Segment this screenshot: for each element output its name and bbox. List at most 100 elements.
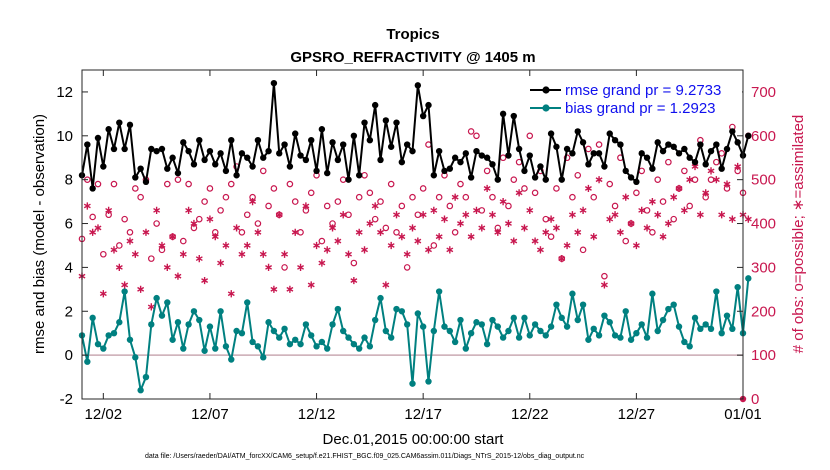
obs-assimilated-point xyxy=(499,198,507,206)
rmse-point xyxy=(148,145,155,153)
obs-possible-point xyxy=(163,180,171,188)
x-tick-label: 12/27 xyxy=(618,406,656,423)
rmse-point xyxy=(174,169,182,177)
rmse-point xyxy=(734,139,741,146)
obs-possible-point xyxy=(147,255,155,262)
obs-assimilated-point xyxy=(494,228,502,236)
rmse-point xyxy=(451,154,459,161)
legend-rmse-marker xyxy=(542,86,550,94)
bias-point xyxy=(627,336,635,343)
rmse-point xyxy=(627,174,635,181)
obs-markers xyxy=(78,123,752,403)
rmse-point xyxy=(675,150,683,157)
obs-possible-point xyxy=(633,189,640,197)
y2-tick-label: 0 xyxy=(751,391,759,408)
rmse-point xyxy=(313,167,320,175)
obs-possible-point xyxy=(195,215,203,223)
rmse-point xyxy=(643,154,651,161)
bias-point xyxy=(654,327,661,335)
rmse-point xyxy=(212,161,219,168)
rmse-point xyxy=(350,132,358,139)
obs-possible-point xyxy=(110,180,118,188)
rmse-point xyxy=(654,139,661,146)
bias-point xyxy=(174,319,182,326)
rmse-point xyxy=(670,143,677,150)
obs-possible-point xyxy=(409,193,416,201)
obs-possible-point xyxy=(547,233,555,240)
obs-assimilated-point xyxy=(622,193,630,201)
bias-point xyxy=(254,343,262,350)
obs-possible-point xyxy=(334,198,342,205)
rmse-point xyxy=(180,139,187,146)
bias-point xyxy=(670,301,677,308)
obs-assimilated-point xyxy=(398,233,406,241)
rmse-point xyxy=(713,141,720,148)
rmse-point xyxy=(425,101,432,109)
bias-point xyxy=(595,332,603,339)
obs-assimilated-point xyxy=(313,241,321,250)
obs-assimilated-point xyxy=(259,250,267,258)
obs-assimilated-point xyxy=(291,228,299,236)
bias-point xyxy=(691,314,699,322)
bias-point xyxy=(398,308,406,315)
rmse-point xyxy=(393,119,400,126)
bias-point xyxy=(569,290,576,297)
bias-point xyxy=(686,343,693,350)
bias-point xyxy=(206,323,214,330)
obs-possible-point xyxy=(217,207,224,214)
rmse-point xyxy=(366,136,374,144)
obs-assimilated-point xyxy=(142,228,150,236)
rmse-point xyxy=(89,185,96,192)
rmse-point xyxy=(665,141,672,148)
bias-point xyxy=(446,327,454,335)
obs-possible-point xyxy=(611,202,619,210)
tick-layer: -2 0 2 4 6 8 10 12 0 100 200 300 400 500 600 700 12/02 12… xyxy=(56,70,776,423)
bias-point xyxy=(217,308,224,315)
rmse-point xyxy=(100,163,107,170)
obs-possible-point xyxy=(713,158,720,166)
bias-point xyxy=(308,332,315,339)
obs-assimilated-point xyxy=(201,276,209,285)
rmse-point xyxy=(340,141,347,148)
rmse-point xyxy=(222,167,230,175)
bias-point xyxy=(526,332,533,339)
legend-bias-label: bias grand pr = 1.2923 xyxy=(565,100,716,117)
obs-assimilated-point xyxy=(121,281,129,289)
bias-point xyxy=(228,356,235,363)
bias-point xyxy=(249,338,256,346)
bias-point xyxy=(681,338,688,346)
obs-assimilated-point xyxy=(281,250,289,258)
legend: rmse grand pr = 9.2733 bias grand pr = 1… xyxy=(527,81,742,117)
obs-possible-point xyxy=(542,215,550,223)
rmse-point xyxy=(387,143,395,150)
bias-point xyxy=(387,334,395,341)
y-tick-label: 10 xyxy=(56,128,73,145)
obs-assimilated-point xyxy=(536,246,544,254)
rmse-point xyxy=(233,172,240,179)
rmse-point xyxy=(489,161,496,168)
bias-point xyxy=(585,336,592,343)
rmse-point xyxy=(537,163,544,170)
obs-possible-point xyxy=(366,189,374,197)
obs-assimilated-point xyxy=(275,211,283,219)
obs-assimilated-point xyxy=(648,198,656,206)
obs-assimilated-point xyxy=(435,233,443,241)
bias-point xyxy=(473,319,480,326)
bias-point xyxy=(505,327,512,335)
chart-subtitle: GPSRO_REFRACTIVITY @ 1405 m xyxy=(290,49,535,66)
bias-point xyxy=(169,336,176,343)
rmse-point xyxy=(462,150,470,157)
obs-possible-point xyxy=(414,211,422,219)
rmse-point xyxy=(116,119,123,126)
obs-assimilated-point xyxy=(467,233,475,241)
obs-possible-point xyxy=(227,180,235,188)
obs-possible-point xyxy=(259,167,267,175)
obs-assimilated-point xyxy=(222,241,230,250)
rmse-point xyxy=(398,158,406,166)
bias-point xyxy=(494,323,501,330)
bias-point xyxy=(361,334,368,341)
obs-assimilated-point xyxy=(195,255,203,263)
bias-point xyxy=(441,323,448,330)
bias-point xyxy=(142,373,150,381)
obs-assimilated-point xyxy=(515,189,523,197)
